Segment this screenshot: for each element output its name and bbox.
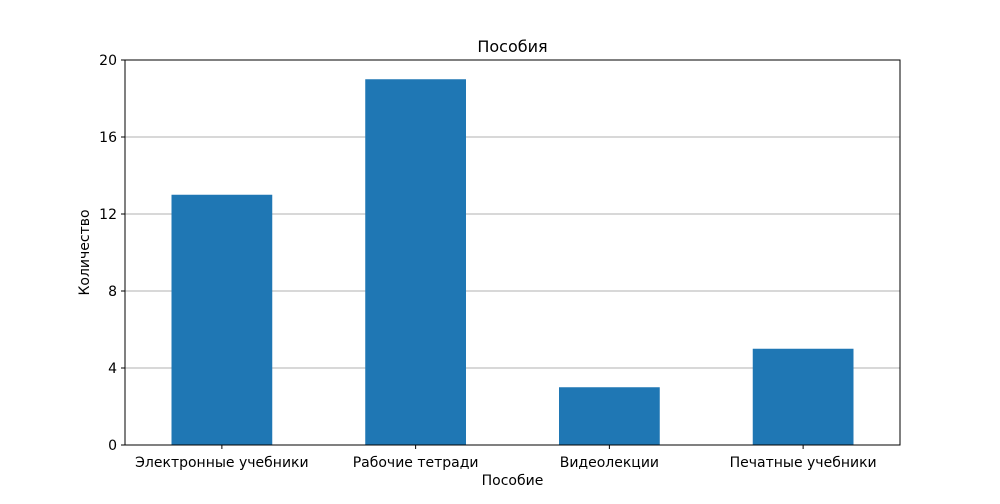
plot-frame	[124, 59, 901, 446]
x-tick-label: Электронные учебники	[135, 455, 308, 471]
x-tick-label: Видеолекции	[560, 455, 659, 471]
x-axis-ticks: Электронные учебники Рабочие тетради Видео…	[135, 445, 877, 471]
y-axis-label: Количество	[77, 209, 93, 295]
x-tick-label: Рабочие тетради	[353, 455, 479, 471]
y-tick-label: 8	[108, 284, 117, 300]
y-tick-label: 12	[99, 207, 117, 223]
chart-title: Пособия	[477, 37, 547, 56]
bar	[559, 387, 660, 445]
bars-layer	[171, 79, 854, 445]
y-tick-label: 0	[108, 438, 117, 454]
x-axis-label: Пособие	[482, 473, 544, 489]
bar	[171, 194, 273, 445]
bar	[365, 79, 466, 445]
y-tick-label: 16	[99, 130, 117, 146]
y-axis-ticks: 0 4 8 12 16 20	[99, 53, 125, 454]
bar	[752, 348, 854, 445]
x-tick-label: Печатные учебники	[730, 455, 877, 471]
y-tick-label: 20	[99, 53, 117, 69]
y-tick-label: 4	[108, 361, 117, 377]
